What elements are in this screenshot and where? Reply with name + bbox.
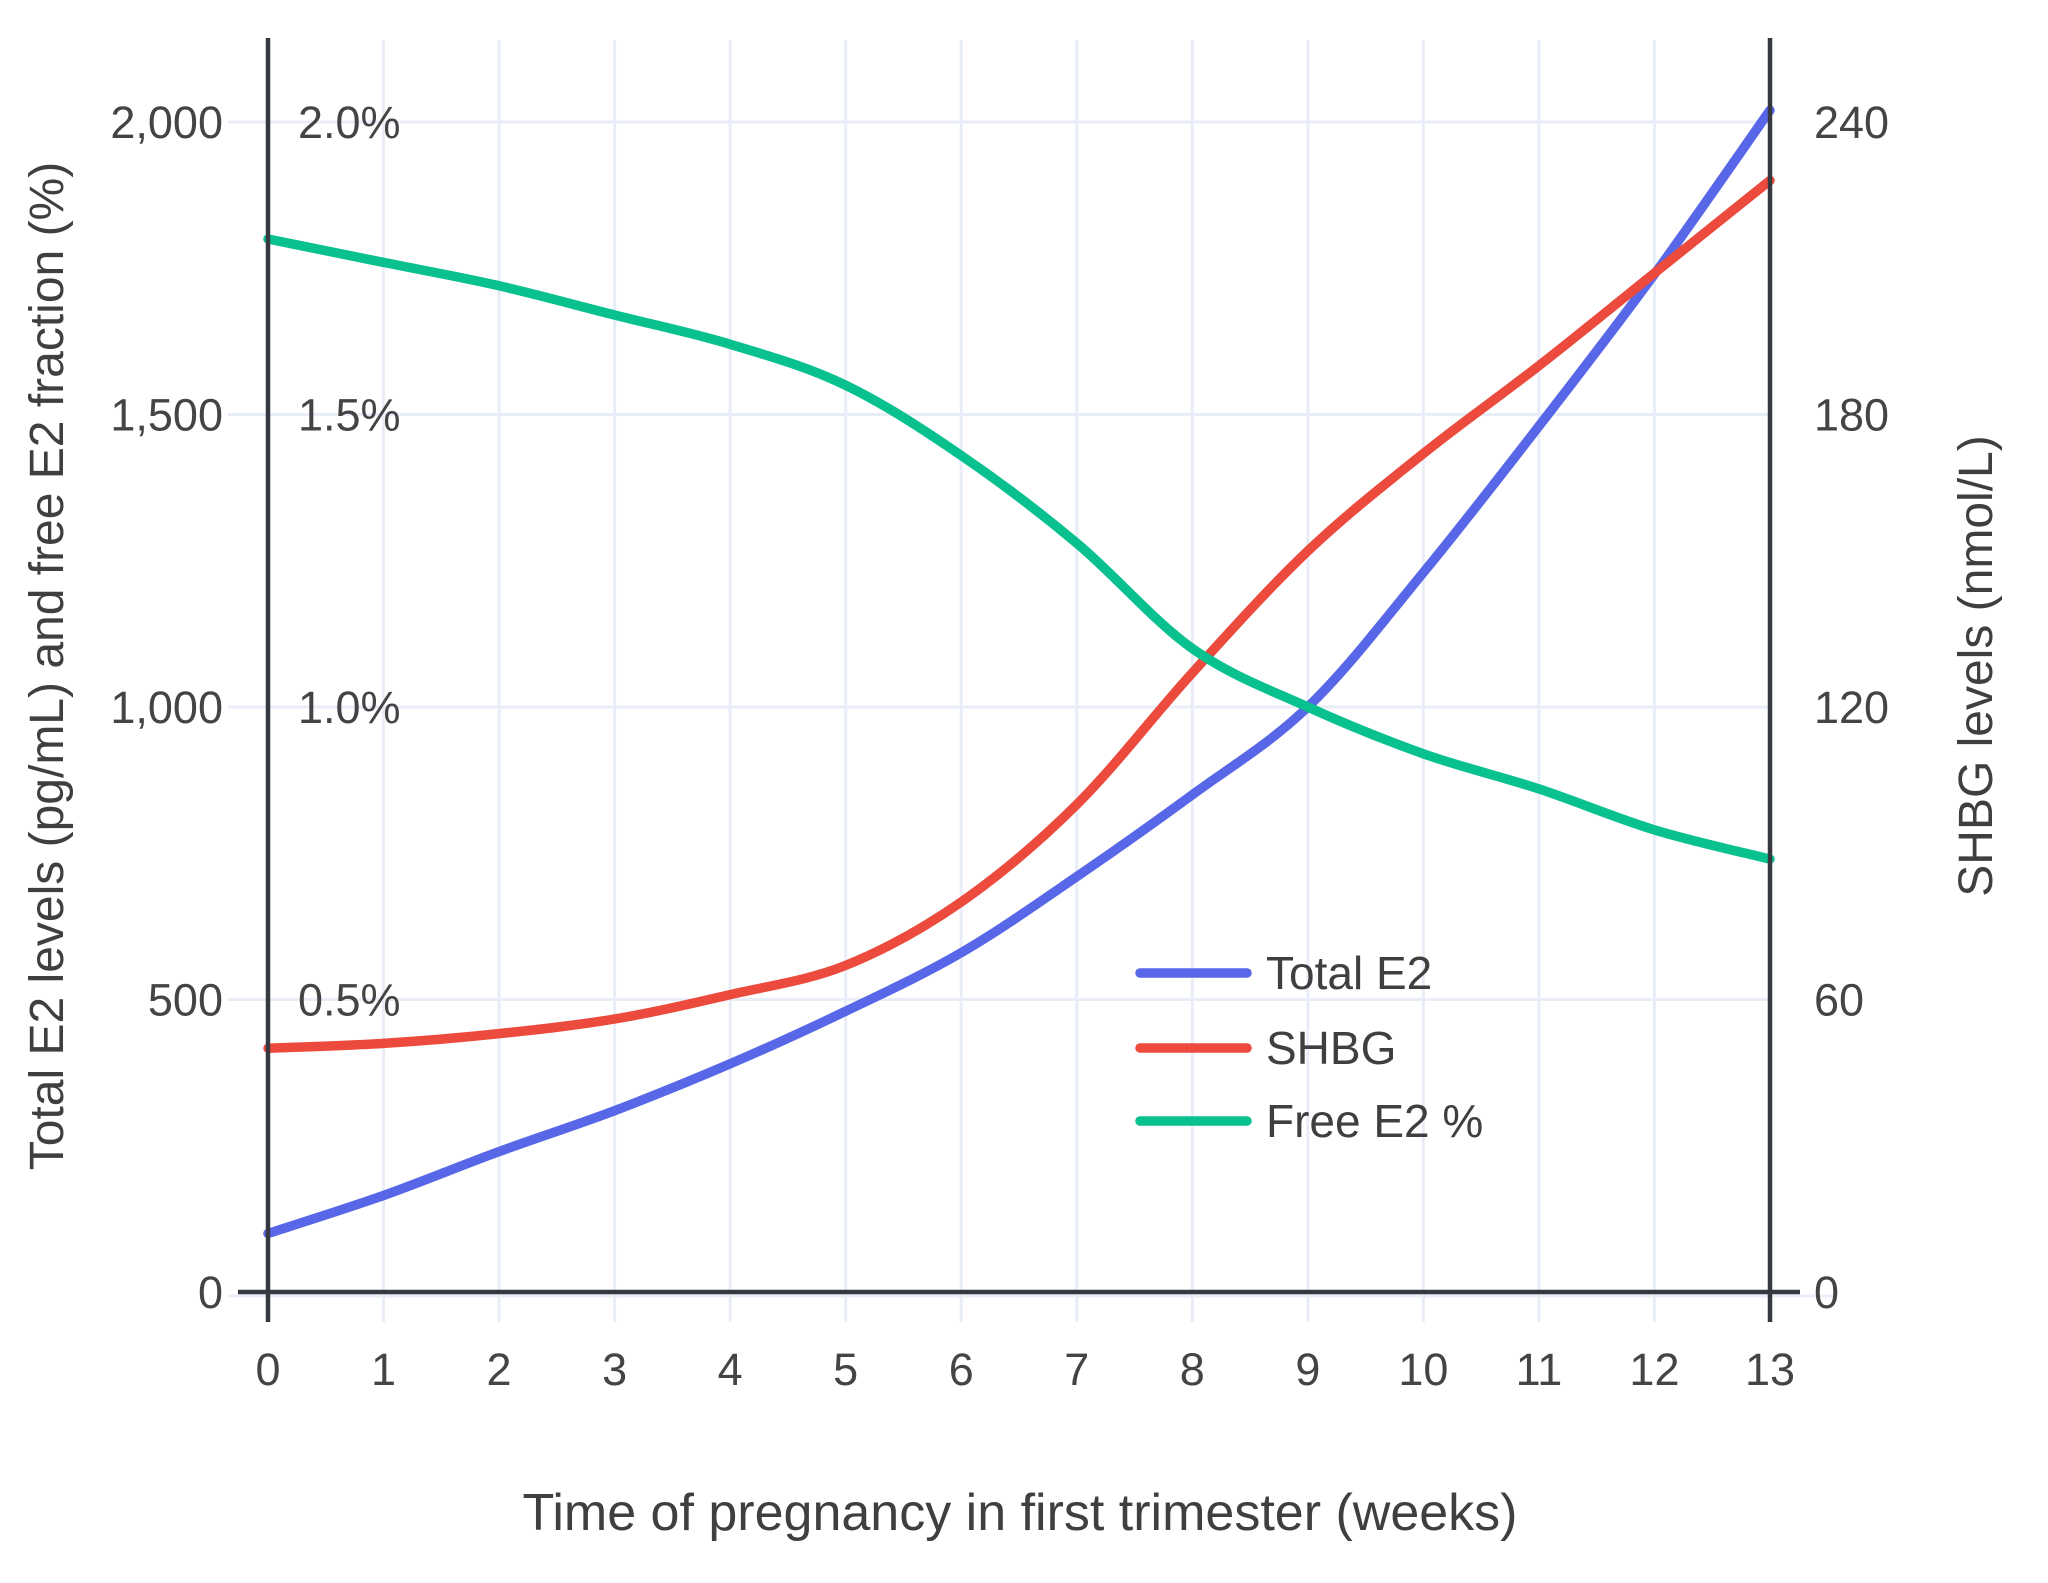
y-left-tick-label-1500: 1,500 xyxy=(110,390,223,441)
y-right-tick-label-180: 180 xyxy=(1814,390,1889,441)
x-axis-title: Time of pregnancy in first trimester (we… xyxy=(522,1484,1517,1542)
x-tick-label-6: 6 xyxy=(949,1344,974,1395)
y-right-tick-label-240: 240 xyxy=(1814,97,1889,148)
axes-layer xyxy=(238,38,1800,1322)
y-axis-right-title: SHBG levels (nmol/L) xyxy=(1950,435,2003,896)
x-tick-label-12: 12 xyxy=(1629,1344,1679,1395)
y-left-tick-label-1000: 1,000 xyxy=(110,682,223,733)
y-left-tick-label-0: 0 xyxy=(198,1267,223,1318)
legend-label-total-e2: Total E2 xyxy=(1266,947,1432,999)
x-tick-label-10: 10 xyxy=(1398,1344,1448,1395)
legend-item-free-e2[interactable]: Free E2 % xyxy=(1135,1095,1483,1147)
y-left-tick-label-2000: 2,000 xyxy=(110,97,223,148)
x-tick-label-1: 1 xyxy=(371,1344,396,1395)
x-tick-label-5: 5 xyxy=(833,1344,858,1395)
x-tick-label-3: 3 xyxy=(602,1344,627,1395)
x-tick-label-13: 13 xyxy=(1745,1344,1795,1395)
legend-label-shbg: SHBG xyxy=(1266,1022,1396,1074)
x-tick-label-0: 0 xyxy=(255,1344,280,1395)
x-tick-label-7: 7 xyxy=(1064,1344,1089,1395)
x-tick-label-2: 2 xyxy=(487,1344,512,1395)
free-e2-inner-label-15: 1.5% xyxy=(298,390,401,441)
free-e2-inner-label-10: 1.0% xyxy=(298,682,401,733)
x-tick-label-8: 8 xyxy=(1180,1344,1205,1395)
x-tick-label-4: 4 xyxy=(718,1344,743,1395)
y-right-tick-label-120: 120 xyxy=(1814,682,1889,733)
free-e2-inner-label-05: 0.5% xyxy=(298,975,401,1026)
y-left-tick-label-500: 500 xyxy=(148,975,223,1026)
tick-labels-layer: 05001,0001,5002,0000.5%1.0%1.5%2.0%06012… xyxy=(110,97,1889,1395)
x-tick-label-11: 11 xyxy=(1516,1344,1563,1395)
y-right-tick-label-60: 60 xyxy=(1814,975,1864,1026)
curves-layer xyxy=(263,105,1775,1239)
legend-item-shbg[interactable]: SHBG xyxy=(1135,1022,1396,1074)
legend-item-total-e2[interactable]: Total E2 xyxy=(1135,947,1432,999)
legend-label-free-e2: Free E2 % xyxy=(1266,1095,1483,1147)
legend: Total E2 SHBG Free E2 % xyxy=(1135,947,1483,1147)
free-e2-inner-label-20: 2.0% xyxy=(298,97,401,148)
y-axis-left-title: Total E2 levels (pg/mL) and free E2 frac… xyxy=(21,162,74,1170)
series-curve-shbg xyxy=(263,175,1775,1054)
series-curve-total-e2 xyxy=(263,105,1775,1239)
series-curve-free-e2- xyxy=(263,234,1775,864)
y-right-tick-label-0: 0 xyxy=(1814,1267,1839,1318)
x-tick-label-9: 9 xyxy=(1295,1344,1320,1395)
